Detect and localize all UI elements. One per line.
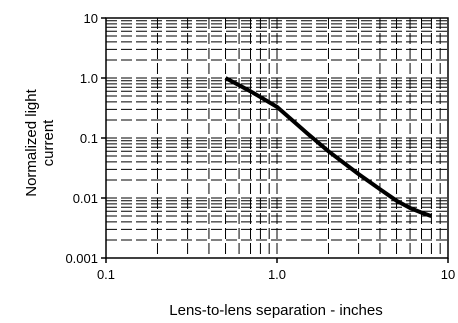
x-axis-label: Lens-to-lens separation - inches (169, 302, 382, 319)
x-tick-label: 10 (441, 267, 455, 282)
y-axis-label-line-1: Normalized light (23, 88, 40, 196)
x-tick-labels: 0.1 1.0 10 (97, 267, 455, 282)
x-tick-label: 0.1 (97, 267, 115, 282)
y-tick-labels: 0.001 0.01 0.1 1.0 10 (65, 11, 98, 266)
y-tick-label: 0.01 (73, 191, 98, 206)
grid (106, 18, 448, 258)
series-line (224, 76, 433, 218)
y-tick-label: 10 (84, 11, 98, 26)
y-tick-label: 0.001 (65, 251, 98, 266)
x-tick-label: 1.0 (268, 267, 286, 282)
tick-marks (101, 17, 449, 263)
y-tick-label: 1.0 (80, 71, 98, 86)
y-tick-label: 0.1 (80, 131, 98, 146)
y-axis-label-line-2: current (40, 119, 57, 167)
